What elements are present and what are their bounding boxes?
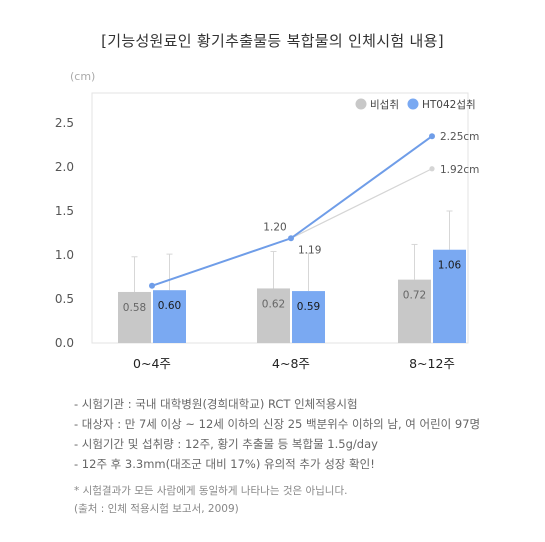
note-item: - 대상자 : 만 7세 이상 ~ 12세 이하의 신장 25 백분위수 이하의… [74,417,481,431]
bar [292,291,325,343]
source-note: (출처 : 인체 적용시험 보고서, 2009) [74,503,239,515]
line-point [149,282,155,289]
disclaimer: * 시험결과가 모든 사람에게 동일하게 나타나는 것은 아닙니다. [74,485,348,497]
line-point [429,133,435,140]
bar [398,279,431,343]
bar [433,249,466,343]
bar-value-label: 0.60 [158,300,181,312]
line-value-label: 1.92cm [440,164,479,176]
line-point [288,235,294,242]
y-tick-label: 0.0 [55,336,74,350]
cumulative-line [151,135,433,287]
x-tick-label: 0~4주 [133,356,171,371]
legend: 비섭취 HT042섭취 [355,98,476,111]
bar-value-label: 0.72 [403,290,426,302]
legend-marker [355,98,367,110]
note-item: - 12주 후 3.3mm(대조군 대비 17%) 유의적 추가 성장 확인! [74,457,375,471]
bar [153,290,186,343]
y-axis: 0.0 0.5 1.0 1.5 2.0 2.5 [55,116,74,350]
cumulative-lines: 1.20 2.25cm 1.19 1.92cm [149,131,479,289]
cumulative-line [151,168,433,287]
bar-value-label: 0.62 [262,298,285,310]
note-item: - 시험기관 : 국내 대학병원(경희대학교) RCT 인체적용시험 [74,397,358,411]
legend-label: HT042섭취 [422,99,476,111]
bar [118,291,151,343]
bar-value-label: 0.59 [297,301,320,313]
legend-marker [407,98,419,110]
x-tick-label: 8~12주 [409,356,455,371]
bar [257,288,290,343]
y-tick-label: 1.5 [55,204,74,218]
note-item: - 시험기간 및 섭취량 : 12주, 황기 추출물 등 복합물 1.5g/da… [74,437,378,451]
line-value-label: 1.19 [298,244,321,256]
line-point [429,166,435,172]
legend-label: 비섭취 [370,99,399,111]
study-notes: - 시험기관 : 국내 대학병원(경희대학교) RCT 인체적용시험 - 대상자… [74,394,544,474]
chart-title: [기능성원료인 황기추출물등 복합물의 인체시험 내용] [101,32,444,50]
error-bars [131,210,453,292]
bar-value-labels: 0.58 0.62 0.72 0.60 0.59 1.06 [123,260,462,314]
line-value-label: 1.20 [263,221,286,233]
bar-value-label: 0.58 [123,302,146,314]
y-tick-label: 2.0 [55,160,74,174]
footnotes: * 시험결과가 모든 사람에게 동일하게 나타나는 것은 아닙니다. (출처 :… [74,482,544,518]
y-tick-label: 1.0 [55,248,74,262]
y-tick-label: 0.5 [55,292,74,306]
y-unit-label: (cm) [70,70,95,83]
line-value-label: 2.25cm [440,131,479,143]
x-tick-label: 4~8주 [272,356,310,371]
y-tick-label: 2.5 [55,116,74,130]
bar-value-label: 1.06 [438,260,462,272]
growth-chart: (cm) 0.0 0.5 1.0 1.5 2.0 2.5 0.58 0.62 0.72 0.60… [55,70,479,371]
x-axis: 0~4주 4~8주 8~12주 [133,356,455,371]
bars [118,249,466,343]
